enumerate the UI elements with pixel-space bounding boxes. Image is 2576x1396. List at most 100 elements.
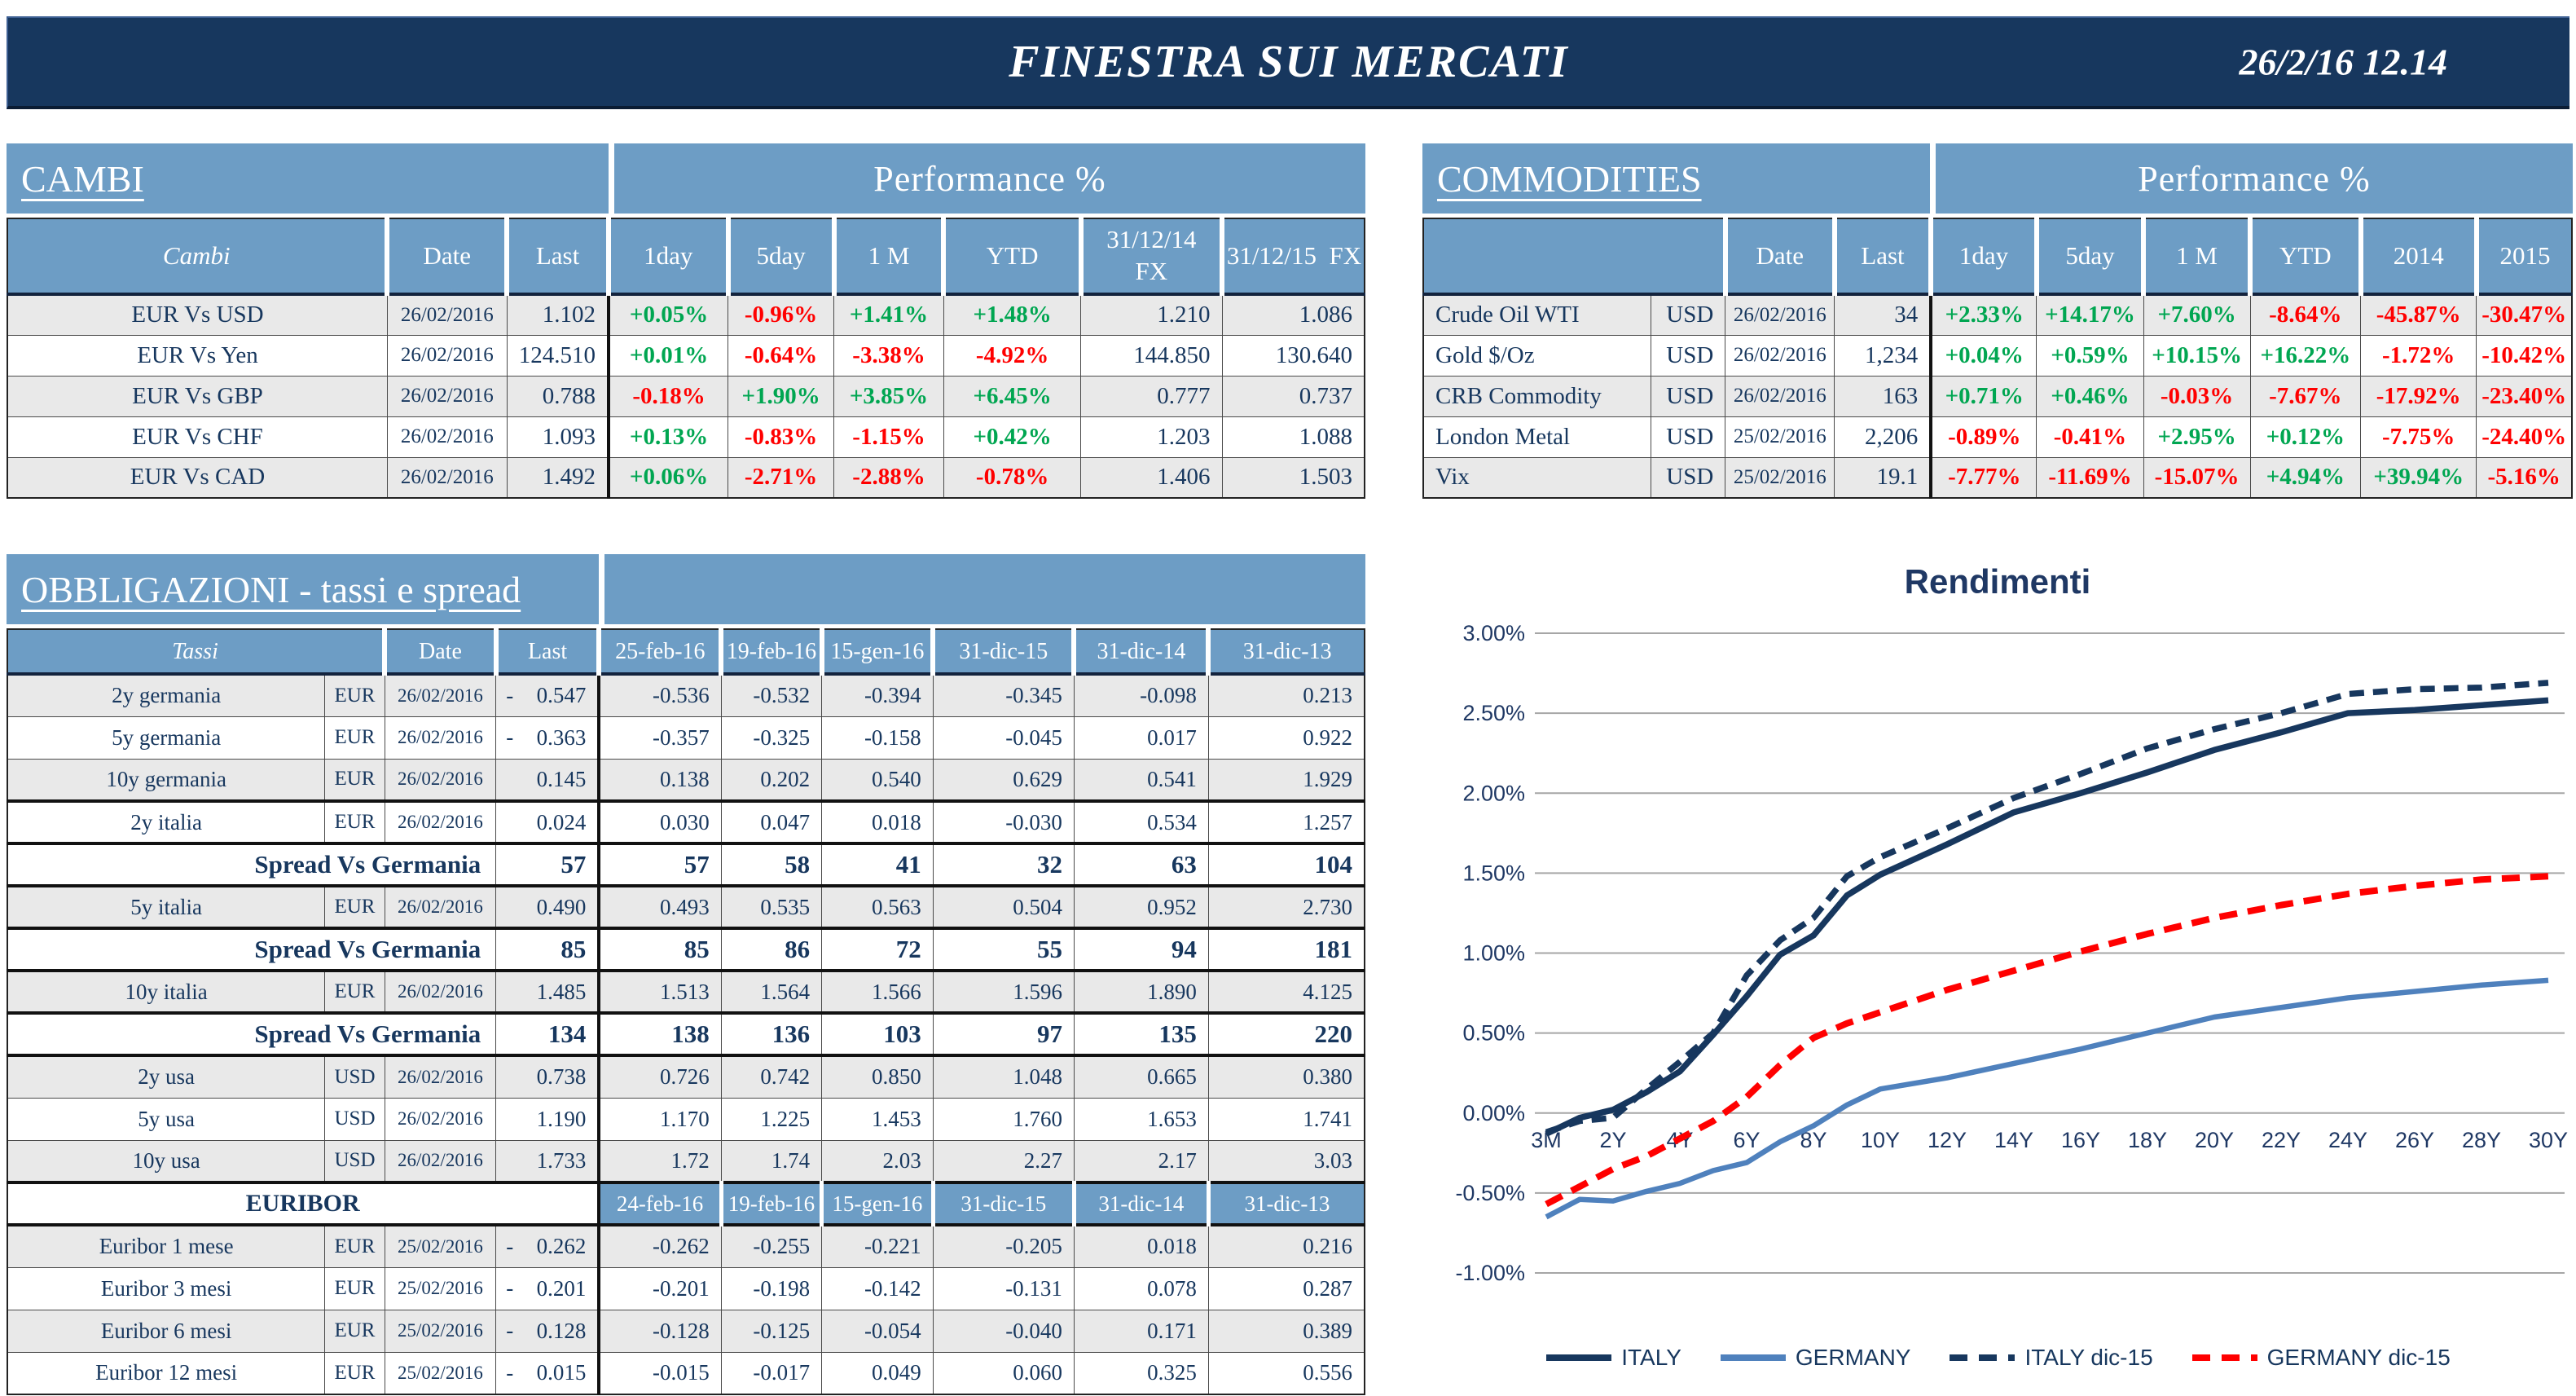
history-value-cell: 1.596	[932, 970, 1075, 1014]
commodity-row: London Metal USD 25/02/2016 2,206 -0.89% -0.4…	[1422, 416, 2573, 458]
fx-2014-cell: 1.210	[1080, 293, 1223, 336]
x-axis-label: 14Y	[1994, 1128, 2033, 1152]
currency-cell: USD	[324, 1139, 385, 1184]
commodity-row: Vix USD 25/02/2016 19.1 -7.77% -11.69% -15.07%…	[1422, 456, 2573, 499]
history-value-cell: 0.138	[597, 758, 722, 803]
history-value-cell: 0.202	[720, 758, 823, 803]
x-axis-label: 24Y	[2328, 1128, 2367, 1152]
last-cell: 1.190	[495, 1097, 600, 1141]
x-axis-label: 30Y	[2529, 1128, 2568, 1152]
fx-2015-cell: 1.088	[1221, 416, 1365, 458]
performance-cell: -2.71%	[728, 456, 835, 499]
rate-row: 2y germania EUR 26/02/2016-0.547 -0.536 -0.5…	[7, 673, 1365, 717]
performance-cell: -3.38%	[833, 334, 944, 377]
legend-item-italy-dic-15: ITALY dic-15	[1948, 1345, 2153, 1371]
performance-cell: -2.88%	[833, 456, 944, 499]
date-cell: 25/02/2016	[384, 1309, 497, 1353]
performance-cell: +0.46%	[2036, 375, 2144, 417]
history-value-cell: 0.287	[1207, 1266, 1365, 1310]
history-value-cell: 0.535	[720, 885, 823, 929]
euribor-label-cell: EURIBOR	[7, 1181, 600, 1226]
history-value-cell: -0.142	[821, 1266, 934, 1310]
commodity-name-cell: Gold $/Oz	[1422, 334, 1651, 377]
spread-value-cell: 181	[1207, 927, 1365, 972]
performance-cell: -11.69%	[2036, 456, 2144, 499]
history-value-cell: 0.540	[821, 758, 934, 803]
performance-cell: -23.40%	[2476, 375, 2573, 417]
column-header: 1day	[607, 218, 731, 296]
history-value-cell: -0.015	[597, 1351, 722, 1395]
date-cell: 25/02/2016	[1725, 456, 1835, 499]
fx-2014-cell: 144.850	[1080, 334, 1223, 377]
history-value-cell: 0.018	[1073, 1224, 1209, 1268]
series-line-germany-dic-15	[1545, 873, 2549, 1208]
column-header: 31/12/14 FX	[1080, 218, 1225, 296]
column-header: 31-dic-15	[933, 629, 1077, 676]
last-cell: 1.485	[495, 970, 600, 1014]
commodities-header-row: Date Last 1day 5day 1 M YTD 2014 2015	[1423, 218, 2574, 296]
negative-sign: -	[506, 1318, 514, 1343]
history-value-cell: 0.493	[597, 885, 722, 929]
history-value-cell: -0.345	[932, 673, 1075, 717]
history-value-cell: -0.098	[1073, 673, 1209, 717]
date-cell: 26/02/2016	[384, 1097, 497, 1141]
bonds-title-band: OBBLIGAZIONI - tassi e spread	[7, 554, 1365, 624]
commodities-title: COMMODITIES	[1437, 157, 1702, 200]
performance-cell: +0.06%	[607, 456, 729, 499]
performance-cell: +6.45%	[943, 375, 1082, 417]
history-value-cell: 0.726	[597, 1055, 722, 1099]
performance-cell: -7.77%	[1929, 456, 2038, 499]
currency-cell: USD	[324, 1055, 385, 1099]
currency-cell: EUR	[324, 1351, 385, 1395]
fx-2014-cell: 1.203	[1080, 416, 1223, 458]
negative-sign: -	[506, 1360, 514, 1385]
column-header: YTD	[943, 218, 1084, 296]
performance-cell: -0.18%	[607, 375, 729, 417]
x-axis-label: 6Y	[1733, 1128, 1760, 1152]
commodity-row: CRB Commodity USD 26/02/2016 163 +0.71% +0.46…	[1422, 375, 2573, 417]
spread-value-cell: 135	[1073, 1011, 1209, 1057]
fx-row: EUR Vs CHF 26/02/2016 1.093 +0.13% -0.83% -1.…	[7, 416, 1365, 458]
history-value-cell: 0.078	[1073, 1266, 1209, 1310]
performance-cell: -0.41%	[2036, 416, 2144, 458]
history-value-cell: 0.017	[1073, 716, 1209, 760]
spread-value-cell: 32	[932, 842, 1075, 887]
x-axis-label: 26Y	[2395, 1128, 2434, 1152]
column-header: Last	[495, 629, 602, 676]
history-value-cell: 0.213	[1207, 673, 1365, 717]
last-cell: -0.015	[495, 1351, 600, 1395]
column-header	[1423, 218, 1728, 296]
history-value-cell: 0.047	[720, 800, 823, 844]
commodity-name-cell: Crude Oil WTI	[1422, 293, 1651, 336]
currency-cell: USD	[1650, 334, 1726, 377]
date-cell: 26/02/2016	[386, 375, 508, 417]
spread-value-cell: 136	[720, 1011, 823, 1057]
rate-row: 10y italia EUR 26/02/2016 1.485 1.513 1.564 1.…	[7, 970, 1365, 1014]
fx-2014-cell: 1.406	[1080, 456, 1223, 499]
history-value-cell: -0.255	[720, 1224, 823, 1268]
currency-cell: USD	[1650, 375, 1726, 417]
last-cell: 124.510	[506, 334, 609, 377]
performance-cell: -0.89%	[1929, 416, 2038, 458]
history-value-cell: -0.205	[932, 1224, 1075, 1268]
fx-row: EUR Vs CAD 26/02/2016 1.492 +0.06% -2.71% -2.…	[7, 456, 1365, 499]
last-cell: -0.363	[495, 716, 600, 760]
legend-item-germany: GERMANY	[1719, 1345, 1910, 1371]
date-cell: 26/02/2016	[1725, 334, 1835, 377]
last-cell: 1,234	[1834, 334, 1932, 377]
performance-cell: +0.05%	[607, 293, 729, 336]
spread-row: Spread Vs Germania 85 85 86 72 55 94 181	[7, 927, 1365, 972]
legend-line-sample	[1546, 1354, 1612, 1361]
bonds-empty-band	[604, 554, 1365, 624]
history-value-cell: 0.389	[1207, 1309, 1365, 1353]
pair-name-cell: EUR Vs USD	[7, 293, 388, 336]
performance-cell: -0.03%	[2143, 375, 2251, 417]
date-cell: 26/02/2016	[386, 416, 508, 458]
currency-cell: USD	[1650, 416, 1726, 458]
commodities-title-band: COMMODITIES Performance %	[1422, 143, 2573, 214]
history-value-cell: 0.325	[1073, 1351, 1209, 1395]
history-value-cell: 0.216	[1207, 1224, 1365, 1268]
currency-cell: EUR	[324, 1266, 385, 1310]
negative-sign: -	[506, 1275, 514, 1301]
tenor-name-cell: 10y italia	[7, 970, 326, 1014]
